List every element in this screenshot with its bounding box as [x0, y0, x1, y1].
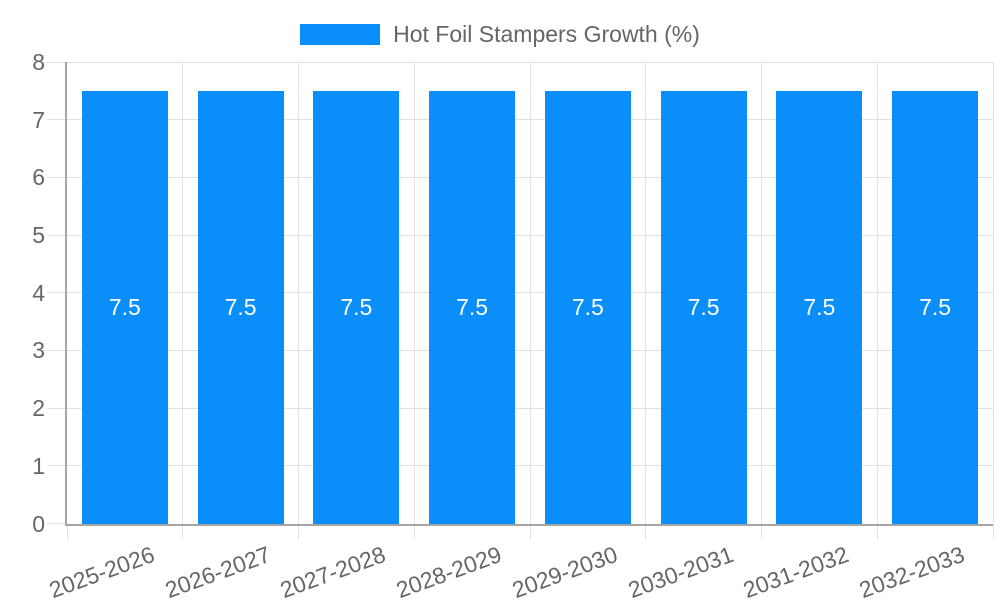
x-axis-category-label: 2031-2032 — [740, 541, 853, 600]
bar-value-label: 7.5 — [803, 293, 836, 320]
x-axis-line — [65, 523, 993, 526]
x-axis-category-label: 2030-2031 — [624, 541, 737, 600]
bar — [197, 90, 284, 524]
bar-value-label: 7.5 — [224, 293, 257, 320]
bar — [81, 90, 168, 524]
x-tick-mark — [992, 523, 994, 539]
y-axis-tick-label: 7 — [32, 106, 45, 133]
gridline-vertical — [761, 62, 762, 524]
y-axis-tick-label: 3 — [32, 337, 45, 364]
gridline-vertical — [992, 62, 994, 524]
x-tick-mark — [645, 523, 647, 539]
y-tick-mark — [47, 234, 67, 236]
y-tick-mark — [47, 292, 67, 294]
bar-value-label: 7.5 — [687, 293, 720, 320]
bar-value-label: 7.5 — [571, 293, 604, 320]
bar — [660, 90, 747, 524]
y-axis-tick-label: 1 — [32, 452, 45, 479]
x-axis-category-label: 2025-2026 — [45, 541, 158, 600]
gridline-vertical — [413, 62, 415, 524]
y-axis-tick-label: 4 — [32, 279, 45, 306]
x-tick-mark — [413, 523, 415, 539]
x-tick-mark — [66, 523, 68, 539]
y-tick-mark — [47, 407, 67, 409]
bar-value-label: 7.5 — [340, 293, 373, 320]
y-tick-mark — [47, 465, 67, 467]
x-tick-mark — [761, 523, 762, 539]
x-axis-category-label: 2026-2027 — [161, 541, 274, 600]
bar — [544, 90, 631, 524]
gridline-vertical — [529, 62, 531, 524]
bar — [313, 90, 400, 524]
x-tick-mark — [529, 523, 531, 539]
bar — [429, 90, 516, 524]
x-axis-category-label: 2027-2028 — [277, 541, 390, 600]
bar-value-label: 7.5 — [456, 293, 489, 320]
legend-label: Hot Foil Stampers Growth (%) — [393, 21, 700, 47]
chart-legend[interactable]: Hot Foil Stampers Growth (%) — [0, 21, 1000, 47]
y-axis-tick-label: 6 — [32, 164, 45, 191]
y-tick-mark — [47, 176, 67, 178]
y-tick-mark — [47, 119, 67, 121]
x-tick-mark — [876, 523, 878, 539]
y-axis-tick-label: 0 — [32, 510, 45, 537]
y-tick-mark — [47, 523, 67, 524]
bar — [776, 90, 863, 524]
y-axis-tick-label: 8 — [32, 49, 45, 75]
y-axis-tick-label: 5 — [32, 222, 45, 249]
x-tick-mark — [298, 523, 299, 539]
bar — [892, 90, 979, 524]
y-axis-tick-label: 2 — [32, 395, 45, 422]
x-axis-category-label: 2032-2033 — [855, 541, 969, 600]
bar-value-label: 7.5 — [919, 293, 952, 320]
gridline-vertical — [298, 62, 299, 524]
legend-swatch — [300, 23, 381, 45]
x-axis-category-label: 2028-2029 — [392, 541, 506, 600]
y-axis-line — [65, 62, 67, 526]
gridline-vertical — [876, 62, 878, 524]
gridline-vertical — [645, 62, 647, 524]
x-axis-category-label: 2029-2030 — [508, 541, 621, 600]
y-tick-mark — [47, 349, 67, 351]
gridline-vertical — [182, 62, 184, 524]
x-tick-mark — [182, 523, 184, 539]
y-tick-mark — [47, 61, 67, 63]
bar-value-label: 7.5 — [108, 293, 141, 320]
